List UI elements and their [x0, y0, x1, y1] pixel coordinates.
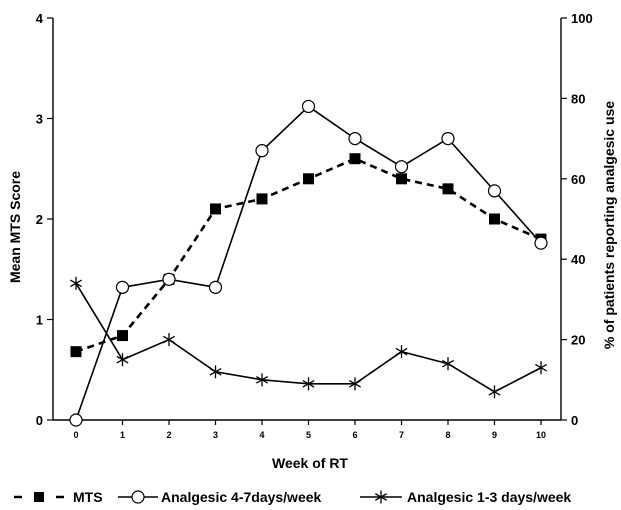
- series-line: [75, 282, 542, 393]
- legend-mts-label: MTS: [73, 489, 103, 505]
- asterisk-stroke: [442, 359, 454, 368]
- data-point-asterisk: [163, 333, 175, 347]
- data-point-asterisk: [395, 345, 408, 359]
- data-point-square: [256, 193, 268, 205]
- series-layer: [69, 99, 548, 427]
- x-axis-title: Week of RT: [272, 455, 348, 471]
- legend-asterisk: [375, 490, 387, 504]
- legend-mts-marker: [34, 492, 44, 502]
- data-point-asterisk: [488, 385, 501, 399]
- x-tick-label: 8: [445, 430, 450, 440]
- x-tick-label: 1: [120, 430, 125, 440]
- legend-analgesic-1-3-label: Analgesic 1-3 days/week: [407, 489, 571, 505]
- x-tick-label: 6: [352, 430, 357, 440]
- x-tick-label: 7: [399, 430, 404, 440]
- legend-item-analgesic-1-3: Analgesic 1-3 days/week: [360, 489, 571, 505]
- data-point-asterisk: [209, 365, 222, 379]
- legend-analgesic-4-7-marker: [131, 490, 145, 504]
- series-analgesic-1-3-days-week: [70, 276, 547, 399]
- data-point-circle: [487, 184, 502, 198]
- data-point-circle: [441, 132, 455, 146]
- x-tick-label: 9: [492, 430, 497, 440]
- asterisk-stroke: [302, 380, 315, 388]
- legend: MTS Analgesic 4-7days/week Analgesic 1-3…: [14, 489, 571, 505]
- x-tick-label: 2: [166, 430, 171, 440]
- right-y-axis-title: % of patients reporting analgesic use: [601, 101, 617, 349]
- asterisk-stroke: [395, 347, 408, 356]
- asterisk-stroke: [488, 388, 501, 396]
- right-y-tick-label: 60: [571, 172, 585, 187]
- asterisk-stroke: [70, 279, 82, 288]
- data-point-square: [70, 346, 82, 358]
- data-point-square: [489, 213, 500, 225]
- x-tick-label: 0: [73, 430, 78, 440]
- right-y-tick-label: 100: [571, 11, 593, 26]
- data-point-circle: [394, 160, 409, 174]
- data-point-square: [396, 173, 407, 185]
- data-point-square: [442, 183, 454, 195]
- x-tick-label: 3: [213, 430, 218, 440]
- data-point-circle: [69, 413, 83, 427]
- data-point-asterisk: [116, 353, 129, 367]
- left-y-tick-label: 0: [36, 413, 43, 428]
- asterisk-stroke: [209, 367, 222, 376]
- data-point-asterisk: [302, 377, 315, 391]
- asterisk-stroke: [163, 335, 175, 344]
- series-line: [75, 105, 542, 421]
- data-point-asterisk: [256, 373, 268, 387]
- right-y-tick-label: 0: [571, 413, 578, 428]
- data-point-square: [117, 330, 128, 342]
- legend-item-analgesic-4-7: Analgesic 4-7days/week: [118, 489, 322, 505]
- right-y-tick-label: 20: [571, 333, 585, 348]
- asterisk-stroke: [256, 375, 268, 384]
- data-point-asterisk: [442, 357, 454, 371]
- series-mts: [70, 153, 547, 358]
- legend-analgesic-1-3-marker: [375, 490, 387, 504]
- asterisk-stroke: [116, 355, 129, 364]
- data-point-square: [349, 153, 361, 165]
- asterisk-stroke: [349, 380, 361, 388]
- right-y-tick-label: 80: [571, 91, 585, 106]
- data-point-circle: [301, 99, 316, 114]
- data-point-square: [303, 173, 314, 185]
- data-point-circle: [115, 280, 130, 294]
- series-analgesic-4-7days-week: [69, 99, 548, 427]
- series-line: [75, 157, 542, 353]
- asterisk-stroke: [375, 493, 387, 501]
- asterisk-stroke: [535, 363, 547, 372]
- legend-analgesic-4-7-label: Analgesic 4-7days/week: [161, 489, 322, 505]
- data-point-circle: [255, 144, 269, 158]
- right-y-tick-label: 40: [571, 252, 585, 267]
- x-tick-label: 4: [259, 430, 264, 440]
- data-point-asterisk: [70, 276, 82, 290]
- x-tick-label: 5: [306, 430, 311, 440]
- left-y-tick-label: 4: [36, 11, 44, 26]
- data-point-asterisk: [349, 377, 361, 391]
- left-y-tick-label: 1: [36, 313, 43, 328]
- data-point-circle: [162, 272, 176, 286]
- data-point-square: [210, 203, 221, 215]
- data-point-circle: [208, 280, 223, 294]
- data-point-circle: [534, 236, 548, 250]
- x-tick-label: 10: [536, 430, 546, 440]
- left-y-axis-title: Mean MTS Score: [7, 171, 23, 283]
- left-y-tick-label: 2: [36, 212, 43, 227]
- data-point-circle: [348, 132, 362, 146]
- left-y-tick-label: 3: [36, 112, 43, 127]
- legend-item-mts: MTS: [14, 489, 103, 505]
- data-point-asterisk: [535, 361, 547, 375]
